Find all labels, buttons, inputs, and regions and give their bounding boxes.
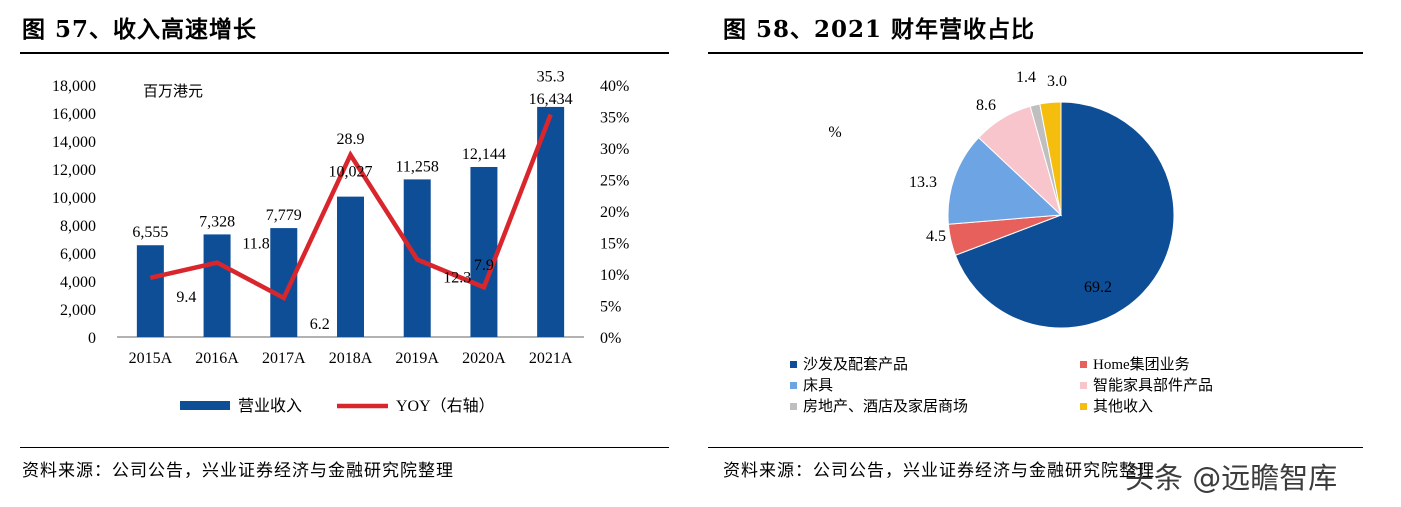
- y2-tick-label: 40%: [600, 78, 629, 95]
- legend-label: Home集团业务: [1093, 356, 1190, 373]
- bar: [203, 234, 231, 337]
- y-tick-label: 12,000: [52, 162, 96, 179]
- chart-title: 图 57、收入高速增长: [22, 16, 258, 43]
- pie-slice: [954, 101, 1175, 329]
- y2-tick-label: 15%: [600, 236, 629, 253]
- yoy-line: [149, 113, 553, 302]
- pie-slice: [1039, 101, 1062, 216]
- x-tick-label: 2019A: [395, 350, 439, 367]
- source-divider: [708, 447, 1363, 448]
- bar: [537, 106, 565, 337]
- chart-title: 图 58、2021 财年营收占比: [723, 16, 1036, 43]
- y2-tick-label: 30%: [600, 141, 629, 158]
- yoy-value-label: 28.9: [337, 131, 365, 148]
- pie-value-label: 13.3: [909, 174, 937, 191]
- y2-tick-label: 10%: [600, 267, 629, 284]
- bar-value-label: 7,779: [266, 207, 302, 224]
- pie-value-label: 1.4: [1016, 69, 1036, 86]
- pie-slice: [947, 136, 1063, 225]
- legend-swatch: [790, 382, 797, 389]
- source-note: 资料来源：公司公告，兴业证券经济与金融研究院整理: [723, 461, 1155, 481]
- bar: [470, 166, 498, 337]
- legend-swatch: [790, 361, 797, 368]
- y-tick-label: 0: [88, 330, 96, 347]
- bar-value-label: 7,328: [199, 213, 235, 230]
- yoy-value-label: 12.3: [443, 270, 471, 287]
- watermark: 头条 @远瞻智库: [1125, 461, 1338, 495]
- legend-label: 床具: [803, 377, 833, 394]
- y-tick-label: 6,000: [60, 246, 96, 263]
- bar: [136, 245, 164, 337]
- y-tick-label: 2,000: [60, 302, 96, 319]
- x-tick-label: 2017A: [262, 350, 306, 367]
- bar-value-label: 11,258: [396, 158, 439, 175]
- legend-swatch: [1080, 361, 1087, 368]
- legend-swatch: [1080, 403, 1087, 410]
- y2-tick-label: 0%: [600, 330, 621, 347]
- yoy-value-label: 35.3: [537, 69, 565, 86]
- source-divider: [20, 447, 669, 448]
- revenue-share-panel: 图 58、2021 财年营收占比 69.2 4.5 13.3 8.6 1.4 3.0% 沙发…: [708, 0, 1378, 507]
- unit-label: %: [828, 124, 841, 141]
- legend-label-revenue: 营业收入: [238, 397, 302, 415]
- y2-tick-label: 20%: [600, 204, 629, 221]
- legend-label: 沙发及配套产品: [803, 356, 908, 373]
- y2-tick-label: 35%: [600, 110, 629, 127]
- legend-swatch-revenue: [180, 401, 230, 410]
- y2-tick-label: 5%: [600, 299, 621, 316]
- x-tick-label: 2021A: [529, 350, 573, 367]
- bar: [337, 196, 364, 337]
- y-tick-label: 10,000: [52, 190, 96, 207]
- bar-value-label: 16,434: [529, 91, 573, 108]
- y-tick-label: 18,000: [52, 78, 96, 95]
- pie-value-label: 3.0: [1047, 73, 1067, 90]
- yoy-value-label: 11.8: [242, 236, 269, 253]
- x-tick-label: 2015A: [129, 350, 173, 367]
- title-divider: [20, 52, 669, 54]
- revenue-chart-panel: 图 57、收入高速增长 0 2,000 4,000 6,000 8,000 10,000 1…: [0, 0, 675, 507]
- revenue-combo-chart: 0 2,000 4,000 6,000 8,000 10,000 12,000 14,000 1…: [52, 69, 629, 415]
- yoy-value-label: 6.2: [310, 316, 330, 333]
- legend-label: 智能家具部件产品: [1093, 376, 1213, 394]
- legend-label: 房地产、酒店及家居商场: [803, 398, 968, 415]
- bar-value-label: 6,555: [132, 224, 168, 241]
- bar-value-label: 12,144: [462, 146, 506, 163]
- pie-value-label: 4.5: [926, 228, 946, 245]
- y2-tick-label: 25%: [600, 173, 629, 190]
- pie-value-label: 8.6: [976, 97, 996, 114]
- y-tick-label: 4,000: [60, 274, 96, 291]
- y-tick-label: 8,000: [60, 218, 96, 235]
- unit-label: 百万港元: [143, 83, 203, 100]
- bar-value-label: 10,027: [329, 164, 373, 181]
- legend-swatch: [1080, 382, 1087, 389]
- x-tick-label: 2016A: [195, 350, 239, 367]
- x-tick-label: 2018A: [329, 350, 373, 367]
- title-divider: [708, 52, 1363, 54]
- yoy-value-label: 7.9: [474, 257, 494, 274]
- y-tick-label: 16,000: [52, 106, 96, 123]
- legend-label-yoy: YOY（右轴）: [396, 397, 495, 415]
- legend-swatch: [790, 403, 797, 410]
- pie-value-label: 69.2: [1084, 279, 1112, 296]
- legend-label: 其他收入: [1093, 398, 1153, 415]
- yoy-value-label: 9.4: [176, 289, 196, 306]
- x-tick-label: 2020A: [462, 350, 506, 367]
- source-note: 资料来源：公司公告，兴业证券经济与金融研究院整理: [22, 461, 454, 481]
- y-tick-label: 14,000: [52, 134, 96, 151]
